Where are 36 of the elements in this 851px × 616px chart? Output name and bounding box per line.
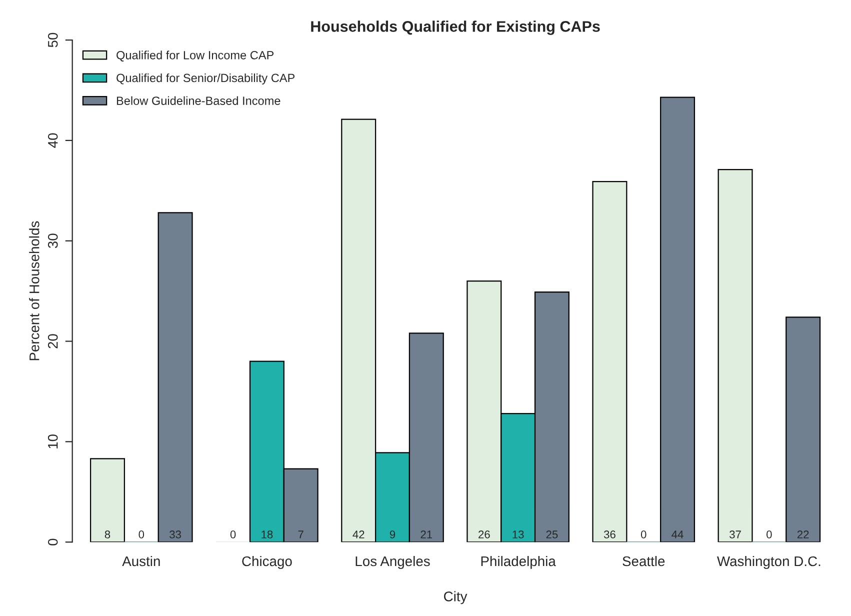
- y-tick-label: 40: [48, 133, 58, 148]
- x-axis-title: City: [444, 591, 468, 604]
- data-label: 33: [170, 530, 181, 538]
- data-label: 0: [766, 530, 772, 538]
- y-tick-label: 20: [48, 334, 58, 348]
- y-axis-title: Percent of Households: [29, 221, 40, 360]
- x-tick-label: Austin: [122, 556, 160, 566]
- data-label: 44: [672, 530, 684, 538]
- legend-label: Qualified for Low Income CAP: [116, 50, 274, 62]
- data-label: 13: [512, 530, 524, 538]
- legend-label: Qualified for Senior/Disability CAP: [116, 73, 295, 84]
- y-tick-label: 50: [48, 32, 58, 48]
- data-label: 18: [262, 530, 273, 538]
- x-tick-label: Seattle: [622, 556, 665, 566]
- data-label: 7: [298, 530, 304, 538]
- chart-title: Households Qualified for Existing CAPs: [311, 20, 600, 35]
- data-label: 8: [104, 530, 110, 538]
- data-label: 25: [546, 530, 558, 538]
- data-label: 0: [138, 530, 144, 538]
- x-tick-label: Philadelphia: [481, 556, 556, 569]
- data-label: 37: [730, 530, 741, 538]
- data-label: 42: [352, 530, 364, 538]
- x-tick-label: Washington D.C.: [717, 556, 820, 569]
- data-label: 26: [478, 530, 490, 538]
- data-label: 36: [604, 530, 616, 538]
- x-tick-label: Los Angeles: [356, 556, 430, 569]
- x-tick-label: Chicago: [242, 556, 292, 569]
- data-label: 0: [230, 530, 236, 538]
- data-label: 22: [797, 530, 809, 538]
- data-label: 0: [640, 530, 646, 538]
- y-tick-label: 10: [48, 434, 58, 448]
- y-tick-label: 30: [48, 234, 58, 248]
- legend-label: Below Guideline-Based Income: [116, 96, 280, 105]
- data-label: 21: [420, 530, 432, 538]
- data-label: 9: [390, 530, 396, 538]
- y-tick-label: 0: [48, 538, 58, 546]
